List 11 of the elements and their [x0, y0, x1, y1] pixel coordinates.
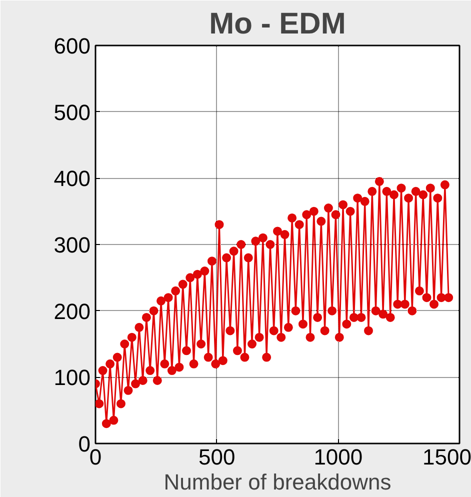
y-tick-label: 100 — [54, 365, 91, 390]
y-tick-label: 200 — [54, 298, 91, 324]
y-tick-label: 300 — [54, 232, 91, 258]
x-tick-label: 500 — [198, 444, 236, 470]
x-tick-label: 1000 — [314, 444, 363, 470]
x-tick-label: 1500 — [422, 444, 471, 470]
y-tick-label: 600 — [54, 34, 91, 58]
x-axis-title: Number of breakdowns — [164, 470, 392, 494]
chart-title: Mo - EDM — [209, 8, 346, 40]
y-tick-label: 500 — [54, 100, 91, 125]
y-tick-label: 400 — [54, 166, 91, 192]
